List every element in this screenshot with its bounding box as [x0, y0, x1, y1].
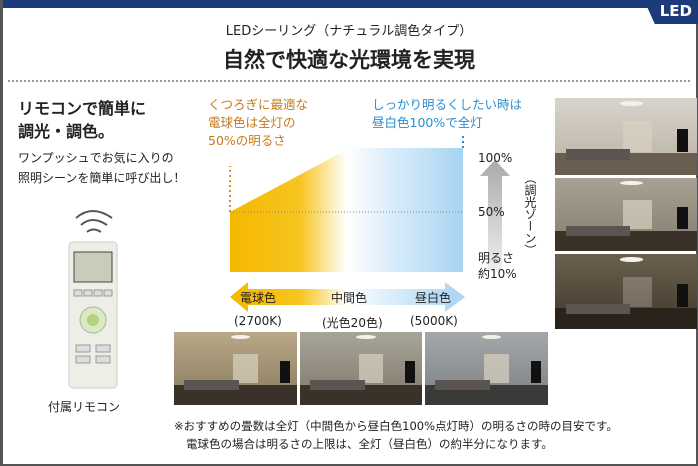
warm-callout: くつろぎに最適な 電球色は全灯の 50%の明るさ [208, 96, 308, 150]
cool-callout: しっかり明るくしたい時は 昼白色100%で全灯 [372, 96, 522, 132]
kelvin-mid: (光色20色) [322, 316, 383, 330]
brightness-min: 明るさ約10% [478, 250, 517, 282]
remote-caption: 付属リモコン [48, 400, 121, 414]
desc-line: ワンプッシュでお気に入りの [18, 151, 174, 165]
room-photo-bright [555, 98, 697, 175]
callout-line: 50%の明るさ [208, 133, 286, 148]
remote-description: ワンプッシュでお気に入りの 照明シーンを簡単に呼び出し！ [18, 148, 185, 188]
scale-label-cool: 昼白色 [415, 291, 452, 305]
callout-line: 電球色は全灯の [208, 115, 296, 130]
remote-illustration [68, 210, 118, 389]
brightness-50: 50% [478, 205, 505, 219]
heading-line: 調光・調色。 [18, 122, 115, 141]
note-line: 電球色の場合は明るさの上限は、全灯（昼白色）の約半分になります。 [186, 437, 553, 451]
min-line: 約10% [478, 267, 517, 281]
kelvin-warm: (2700K) [234, 314, 282, 328]
room-photo-medium [555, 178, 697, 251]
desc-line: 照明シーンを簡単に呼び出し！ [18, 171, 186, 185]
brightness-arrow [480, 160, 510, 270]
scale-label-mid: 中間色 [331, 291, 368, 305]
color-brightness-diagram [229, 136, 465, 312]
room-photo-dim [555, 254, 697, 329]
room-photo-daylight [425, 332, 548, 405]
footnote: ※おすすめの畳数は全灯（中間色から昼白色100%点灯時）の明るさの時の目安です。… [174, 417, 618, 453]
min-line: 明るさ [478, 251, 515, 265]
brightness-area [230, 148, 463, 272]
brightness-100: 100% [478, 151, 513, 165]
scale-label-warm: 電球色 [240, 291, 277, 305]
callout-line: くつろぎに最適な [208, 97, 309, 112]
page-title: 自然で快適な光環境を実現 [223, 48, 475, 72]
divider [8, 80, 690, 82]
callout-line: しっかり明るくしたい時は [372, 97, 523, 112]
remote-heading: リモコンで簡単に 調光・調色。 [18, 97, 146, 143]
kelvin-cool: (5000K) [410, 314, 458, 328]
heading-line: リモコンで簡単に [18, 99, 147, 118]
room-photo-neutral [300, 332, 422, 405]
top-bar [0, 0, 698, 8]
note-line: ※おすすめの畳数は全灯（中間色から昼白色100%点灯時）の明るさの時の目安です。 [174, 419, 618, 433]
subtitle: LEDシーリング（ナチュラル調色タイプ） [225, 24, 473, 39]
room-photo-warm [174, 332, 297, 405]
callout-line: 昼白色100%で全灯 [372, 115, 483, 130]
signal-icon [75, 210, 113, 233]
dimming-zone-label: （調光ゾーン） [523, 172, 537, 256]
color-scale-arrow [230, 282, 465, 312]
